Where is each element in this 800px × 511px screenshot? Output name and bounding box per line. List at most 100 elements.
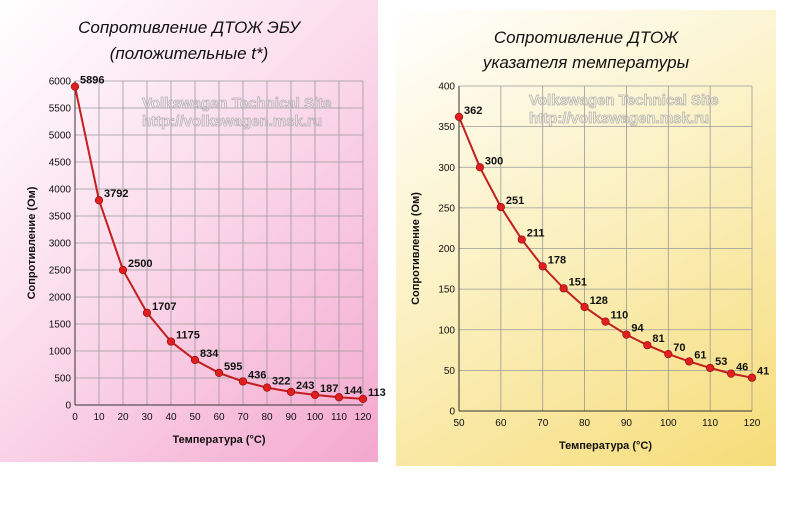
right-data-label: 70: [673, 342, 685, 354]
left-y-tick-label: 5500: [49, 104, 72, 115]
left-data-label: 595: [224, 361, 242, 373]
left-chart-panel: Сопротивление ДТОЖ ЭБУ (положительные t*…: [0, 0, 386, 462]
right-y-tick-label: 100: [438, 325, 455, 336]
right-data-label: 151: [569, 276, 587, 288]
right-data-label: 61: [694, 349, 706, 361]
left-data-label: 2500: [128, 258, 152, 270]
right-data-label: 251: [506, 195, 524, 207]
left-chart-svg: 0500100015002000250030003500400045005000…: [26, 75, 386, 446]
left-data-label: 834: [200, 348, 219, 360]
right-y-tick-label: 400: [438, 82, 455, 93]
right-data-point: [706, 363, 715, 373]
left-y-tick-label: 2500: [49, 266, 72, 277]
left-x-tick-label: 10: [93, 412, 105, 423]
left-data-point: [118, 265, 128, 275]
left-data-label: 1707: [152, 301, 176, 313]
left-x-axis-label: Температура (°C): [172, 434, 265, 446]
right-x-tick-label: 100: [660, 418, 677, 429]
left-data-label: 322: [272, 376, 290, 388]
left-data-point: [190, 355, 200, 365]
left-data-point: [70, 82, 80, 91]
right-data-point: [559, 284, 568, 293]
left-data-point: [94, 196, 104, 205]
left-data-point: [238, 377, 248, 386]
right-data-label: 211: [527, 228, 545, 240]
left-chart-subtitle: (положительные t*): [109, 44, 269, 63]
left-data-label: 144: [344, 385, 363, 397]
left-data-point: [166, 337, 176, 346]
left-x-tick-label: 30: [141, 412, 153, 423]
right-y-tick-label: 0: [449, 407, 455, 418]
right-x-tick-label: 80: [579, 418, 591, 429]
left-y-tick-label: 0: [65, 401, 71, 412]
left-data-point: [262, 383, 272, 392]
right-data-label: 300: [485, 155, 503, 167]
right-chart-subtitle: указателя температуры: [482, 53, 690, 72]
left-y-axis-label: Сопротивление (Ом): [26, 186, 38, 299]
left-x-tick-label: 110: [331, 412, 347, 423]
left-y-tick-label: 4000: [49, 185, 72, 196]
right-data-label: 46: [736, 362, 748, 374]
left-y-tick-label: 6000: [49, 77, 72, 88]
right-y-tick-label: 200: [438, 244, 455, 255]
right-data-label: 81: [652, 333, 664, 345]
right-data-label: 94: [631, 323, 644, 335]
right-data-label: 41: [757, 366, 769, 378]
right-y-axis-label: Сопротивление (Ом): [410, 192, 422, 305]
right-y-tick-label: 150: [438, 285, 455, 296]
right-chart-panel: Сопротивление ДТОЖ указателя температуры…: [396, 10, 776, 466]
left-y-tick-label: 1500: [49, 320, 72, 331]
left-data-label: 113: [368, 387, 386, 399]
left-x-tick-label: 60: [213, 412, 225, 423]
left-x-tick-label: 90: [285, 412, 297, 423]
right-data-label: 53: [715, 356, 727, 368]
left-x-tick-label: 80: [261, 412, 273, 423]
right-data-point: [475, 163, 485, 172]
right-data-label: 110: [611, 310, 629, 322]
right-y-tick-label: 50: [444, 366, 456, 377]
left-y-tick-label: 500: [54, 374, 71, 385]
left-data-point: [286, 387, 296, 396]
right-data-label: 362: [464, 105, 482, 117]
left-y-tick-label: 2000: [49, 293, 72, 304]
left-x-tick-label: 100: [307, 412, 324, 423]
left-data-point: [142, 308, 152, 317]
left-y-tick-label: 3000: [49, 239, 72, 250]
right-data-point: [538, 262, 547, 271]
right-data-point: [496, 202, 505, 212]
right-data-point: [454, 112, 464, 121]
right-x-tick-label: 60: [495, 418, 507, 429]
right-x-tick-label: 110: [702, 418, 718, 429]
right-x-tick-label: 90: [621, 418, 633, 429]
right-data-label: 128: [590, 295, 608, 307]
left-watermark-line1: Volkswagen Technical Site: [142, 95, 332, 112]
right-data-point: [517, 235, 526, 244]
left-data-label: 187: [320, 383, 338, 395]
left-x-tick-label: 50: [189, 412, 201, 423]
right-data-point: [664, 350, 673, 359]
left-data-label: 1175: [176, 330, 200, 342]
left-data-label: 5896: [80, 75, 104, 87]
right-x-tick-label: 70: [537, 418, 549, 429]
left-x-tick-label: 70: [237, 412, 249, 423]
left-watermark-line2: http://volkswagen.msk.ru: [142, 113, 322, 130]
right-data-point: [622, 330, 631, 339]
right-y-tick-label: 350: [438, 122, 455, 133]
right-data-point: [726, 369, 736, 378]
right-y-tick-label: 300: [438, 163, 455, 174]
right-x-tick-label: 50: [453, 418, 465, 429]
right-data-point: [747, 373, 757, 382]
right-watermark-line1: Volkswagen Technical Site: [529, 92, 719, 109]
left-data-label: 3792: [104, 188, 128, 200]
left-data-point: [334, 393, 344, 402]
left-data-label: 436: [248, 369, 266, 381]
right-data-point: [685, 357, 694, 366]
left-y-tick-label: 5000: [49, 131, 72, 142]
left-chart-title: Сопротивление ДТОЖ ЭБУ: [78, 18, 300, 37]
right-data-point: [580, 302, 589, 312]
right-x-axis-label: Температура (°C): [559, 440, 652, 452]
left-y-tick-label: 3500: [49, 212, 72, 223]
right-data-label: 178: [548, 254, 566, 266]
left-data-point: [358, 394, 368, 403]
